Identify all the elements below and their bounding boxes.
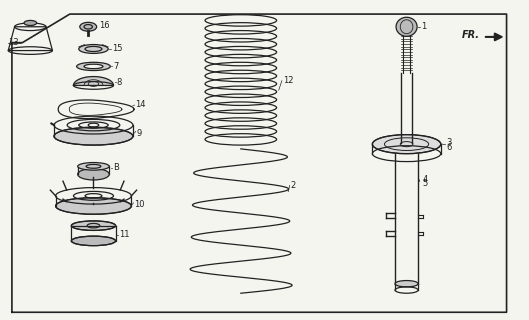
Text: 10: 10 xyxy=(134,200,145,209)
Ellipse shape xyxy=(395,281,418,287)
Text: 8: 8 xyxy=(116,78,122,87)
Text: 16: 16 xyxy=(99,21,110,30)
Ellipse shape xyxy=(84,64,103,69)
Ellipse shape xyxy=(78,163,110,170)
Text: 2: 2 xyxy=(291,181,296,190)
Polygon shape xyxy=(74,76,114,85)
Ellipse shape xyxy=(56,198,131,214)
Text: 7: 7 xyxy=(114,62,119,71)
Text: 5: 5 xyxy=(422,179,427,188)
Text: 4: 4 xyxy=(422,174,427,184)
Ellipse shape xyxy=(77,62,111,70)
Text: 15: 15 xyxy=(112,44,122,53)
Ellipse shape xyxy=(24,20,37,26)
Text: FR.: FR. xyxy=(462,30,480,40)
Text: 13: 13 xyxy=(8,38,19,47)
Ellipse shape xyxy=(396,17,417,36)
Text: 11: 11 xyxy=(118,230,129,239)
Ellipse shape xyxy=(71,221,115,230)
Ellipse shape xyxy=(78,169,110,180)
Text: 6: 6 xyxy=(446,143,452,152)
Ellipse shape xyxy=(71,236,115,246)
Text: 9: 9 xyxy=(136,129,142,138)
Text: B: B xyxy=(113,164,119,172)
Text: 12: 12 xyxy=(283,76,294,85)
Text: 14: 14 xyxy=(135,100,146,109)
Text: 1: 1 xyxy=(421,22,426,31)
Text: 3: 3 xyxy=(446,138,452,147)
Ellipse shape xyxy=(80,22,97,31)
Ellipse shape xyxy=(54,127,133,145)
Ellipse shape xyxy=(79,44,108,53)
Ellipse shape xyxy=(372,135,441,154)
